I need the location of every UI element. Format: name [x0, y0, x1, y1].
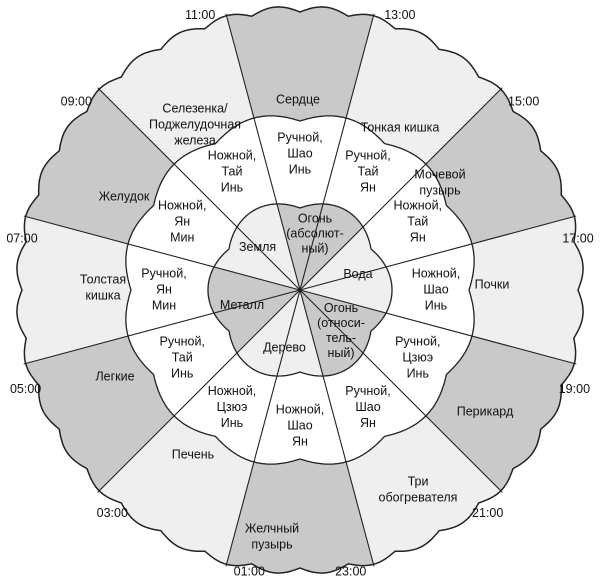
- sector-boundary: [299, 215, 577, 291]
- organ-label: Желчный: [245, 521, 299, 535]
- sector-boundary: [97, 87, 301, 291]
- organ-label: Перикард: [457, 404, 514, 418]
- time-label: 03:00: [97, 506, 128, 520]
- sector-boundary: [23, 289, 301, 365]
- sector-boundary: [97, 289, 301, 493]
- meridian-label: Ян: [156, 282, 172, 296]
- time-label: 15:00: [508, 95, 539, 109]
- sector-boundary: [299, 289, 375, 567]
- meridian-label: Ян: [360, 181, 376, 195]
- meridian-label: Ян: [174, 214, 190, 228]
- meridian-label: Ручной,: [277, 130, 322, 144]
- sector-boundary: [299, 289, 503, 493]
- organ-label: Сердце: [276, 92, 320, 106]
- meridian-label: Ножной,: [208, 149, 257, 163]
- organ-label: Тонкая кишка: [361, 120, 440, 134]
- meridian-label: Ян: [410, 230, 426, 244]
- time-label: 11:00: [185, 8, 215, 22]
- time-label: 17:00: [562, 232, 593, 246]
- organ-label: Легкие: [95, 369, 134, 383]
- meridian-label: Инь: [221, 416, 243, 430]
- meridian-label: Цзюэ: [402, 350, 433, 364]
- time-label: 13:00: [384, 8, 415, 22]
- sector-boundary: [225, 289, 301, 567]
- meridian-label: Ян: [360, 416, 376, 430]
- element-label: Вода: [343, 267, 372, 281]
- organ-label: Почки: [475, 277, 510, 291]
- meridian-label: Тай: [172, 350, 193, 364]
- meridian-label: Ручной,: [345, 384, 390, 398]
- meridian-label: Ножной,: [276, 402, 325, 416]
- organ-label: железа: [174, 133, 216, 147]
- meridian-label: Ручной,: [160, 334, 205, 348]
- meridian-label: Ручной,: [345, 149, 390, 163]
- sector-boundary: [299, 87, 503, 291]
- element-label: Земля: [239, 240, 276, 254]
- sector-boundary: [299, 289, 577, 365]
- meridian-label: Ножной,: [208, 384, 257, 398]
- sector-boundary: [23, 215, 301, 291]
- time-label: 23:00: [335, 564, 366, 578]
- meridian-label: Инь: [171, 366, 193, 380]
- organ-label: Желудок: [99, 189, 150, 203]
- element-label: ный): [301, 241, 328, 255]
- organ-label: Толстая: [80, 272, 126, 286]
- sector-boundary: [299, 13, 375, 291]
- element-sector: [215, 290, 332, 377]
- sector-boundary: [225, 13, 301, 291]
- organ-label: Печень: [172, 447, 214, 461]
- element-label: (абсолют-: [286, 226, 343, 240]
- element-label: ный): [327, 346, 354, 360]
- meridian-label: Мин: [152, 298, 176, 312]
- organ-label: обогревателя: [379, 490, 458, 504]
- time-label: 07:00: [6, 232, 37, 246]
- organ-label: кишка: [85, 288, 120, 302]
- element-label: Огонь: [324, 301, 358, 315]
- meridian-label: Ручной,: [141, 266, 186, 280]
- element-label: тель-: [326, 331, 356, 345]
- meridian-label: Инь: [425, 298, 447, 312]
- element-label: (относи-: [317, 316, 365, 330]
- meridian-label: Инь: [289, 162, 311, 176]
- organ-label: пузырь: [419, 183, 460, 197]
- organ-label: Три: [408, 474, 429, 488]
- meridian-label: Инь: [407, 366, 429, 380]
- organ-label: Селезенка/: [162, 101, 228, 115]
- time-label: 01:00: [234, 564, 265, 578]
- meridian-label: Шао: [355, 400, 380, 414]
- inner-edge: [207, 203, 393, 377]
- meridian-label: Инь: [221, 181, 243, 195]
- element-sector: [268, 203, 385, 290]
- meridian-label: Ян: [292, 434, 308, 448]
- element-label: Дерево: [263, 340, 306, 354]
- organ-label: пузырь: [251, 537, 292, 551]
- meridian-label: Тай: [407, 214, 428, 228]
- time-label: 05:00: [10, 382, 41, 396]
- time-label: 19:00: [559, 382, 590, 396]
- meridian-label: Ножной,: [412, 266, 461, 280]
- meridian-label: Мин: [170, 230, 194, 244]
- meridian-label: Шао: [287, 146, 312, 160]
- meridian-label: Ножной,: [394, 198, 443, 212]
- meridian-label: Ножной,: [158, 198, 207, 212]
- meridian-label: Тай: [357, 165, 378, 179]
- meridian-label: Шао: [423, 282, 448, 296]
- meridian-label: Тай: [221, 165, 242, 179]
- meridian-label: Цзюэ: [217, 400, 248, 414]
- meridian-label: Шао: [287, 418, 312, 432]
- outer-edge: [16, 6, 584, 574]
- element-label: Металл: [220, 298, 264, 312]
- meridian-label: Ручной,: [395, 334, 440, 348]
- element-label: Огонь: [298, 211, 332, 225]
- organ-label: Мочевой: [414, 167, 465, 181]
- organ-label: Поджелудочная: [149, 117, 241, 131]
- time-label: 09:00: [61, 95, 92, 109]
- time-label: 21:00: [472, 506, 503, 520]
